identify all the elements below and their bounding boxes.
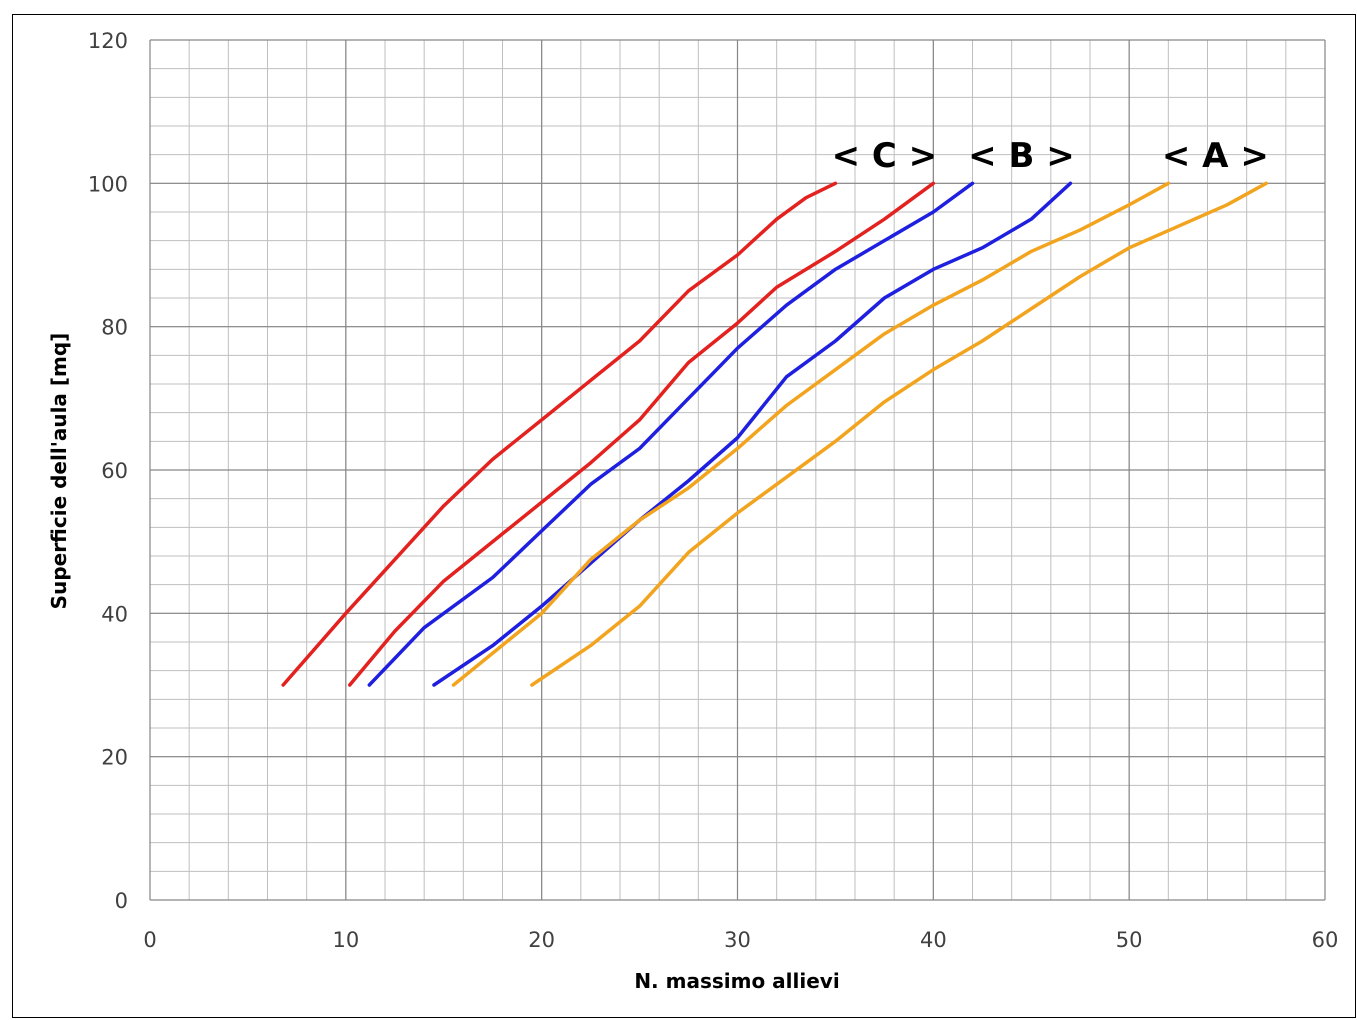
y-tick-label: 100 <box>88 172 128 196</box>
y-tick-label: 60 <box>101 459 128 483</box>
series-line-a <box>451 181 1171 687</box>
tick-labels: 0 10 20 30 40 50 60 0 20 40 60 80 100 120 <box>88 29 1338 952</box>
series-line-b <box>432 181 1073 687</box>
x-tick-label: 20 <box>528 928 555 952</box>
y-tick-label: 20 <box>101 746 128 770</box>
x-tick-label: 30 <box>724 928 751 952</box>
group-labels: < C > < B > < A > <box>832 136 1269 176</box>
x-axis-title: N. massimo allievi <box>634 969 839 993</box>
group-label: < A > <box>1162 136 1269 176</box>
x-tick-label: 10 <box>332 928 359 952</box>
series-line-c <box>281 181 838 687</box>
series-line-c <box>348 181 936 687</box>
x-tick-label: 50 <box>1116 928 1143 952</box>
chart-frame <box>12 14 1356 1018</box>
series-layer <box>281 181 1268 687</box>
y-tick-label: 120 <box>88 29 128 53</box>
y-tick-label: 0 <box>115 889 128 913</box>
series-line-a <box>530 181 1268 687</box>
group-label: < B > <box>968 136 1075 176</box>
y-axis-title: Superficie dell'aula [mq] <box>47 333 71 610</box>
x-tick-label: 60 <box>1312 928 1339 952</box>
group-label: < C > <box>832 136 938 176</box>
major-grid <box>149 39 1326 901</box>
x-tick-label: 0 <box>143 928 156 952</box>
y-tick-label: 40 <box>101 602 128 626</box>
x-tick-label: 40 <box>920 928 947 952</box>
y-tick-label: 80 <box>101 316 128 340</box>
series-line-b <box>367 181 975 687</box>
